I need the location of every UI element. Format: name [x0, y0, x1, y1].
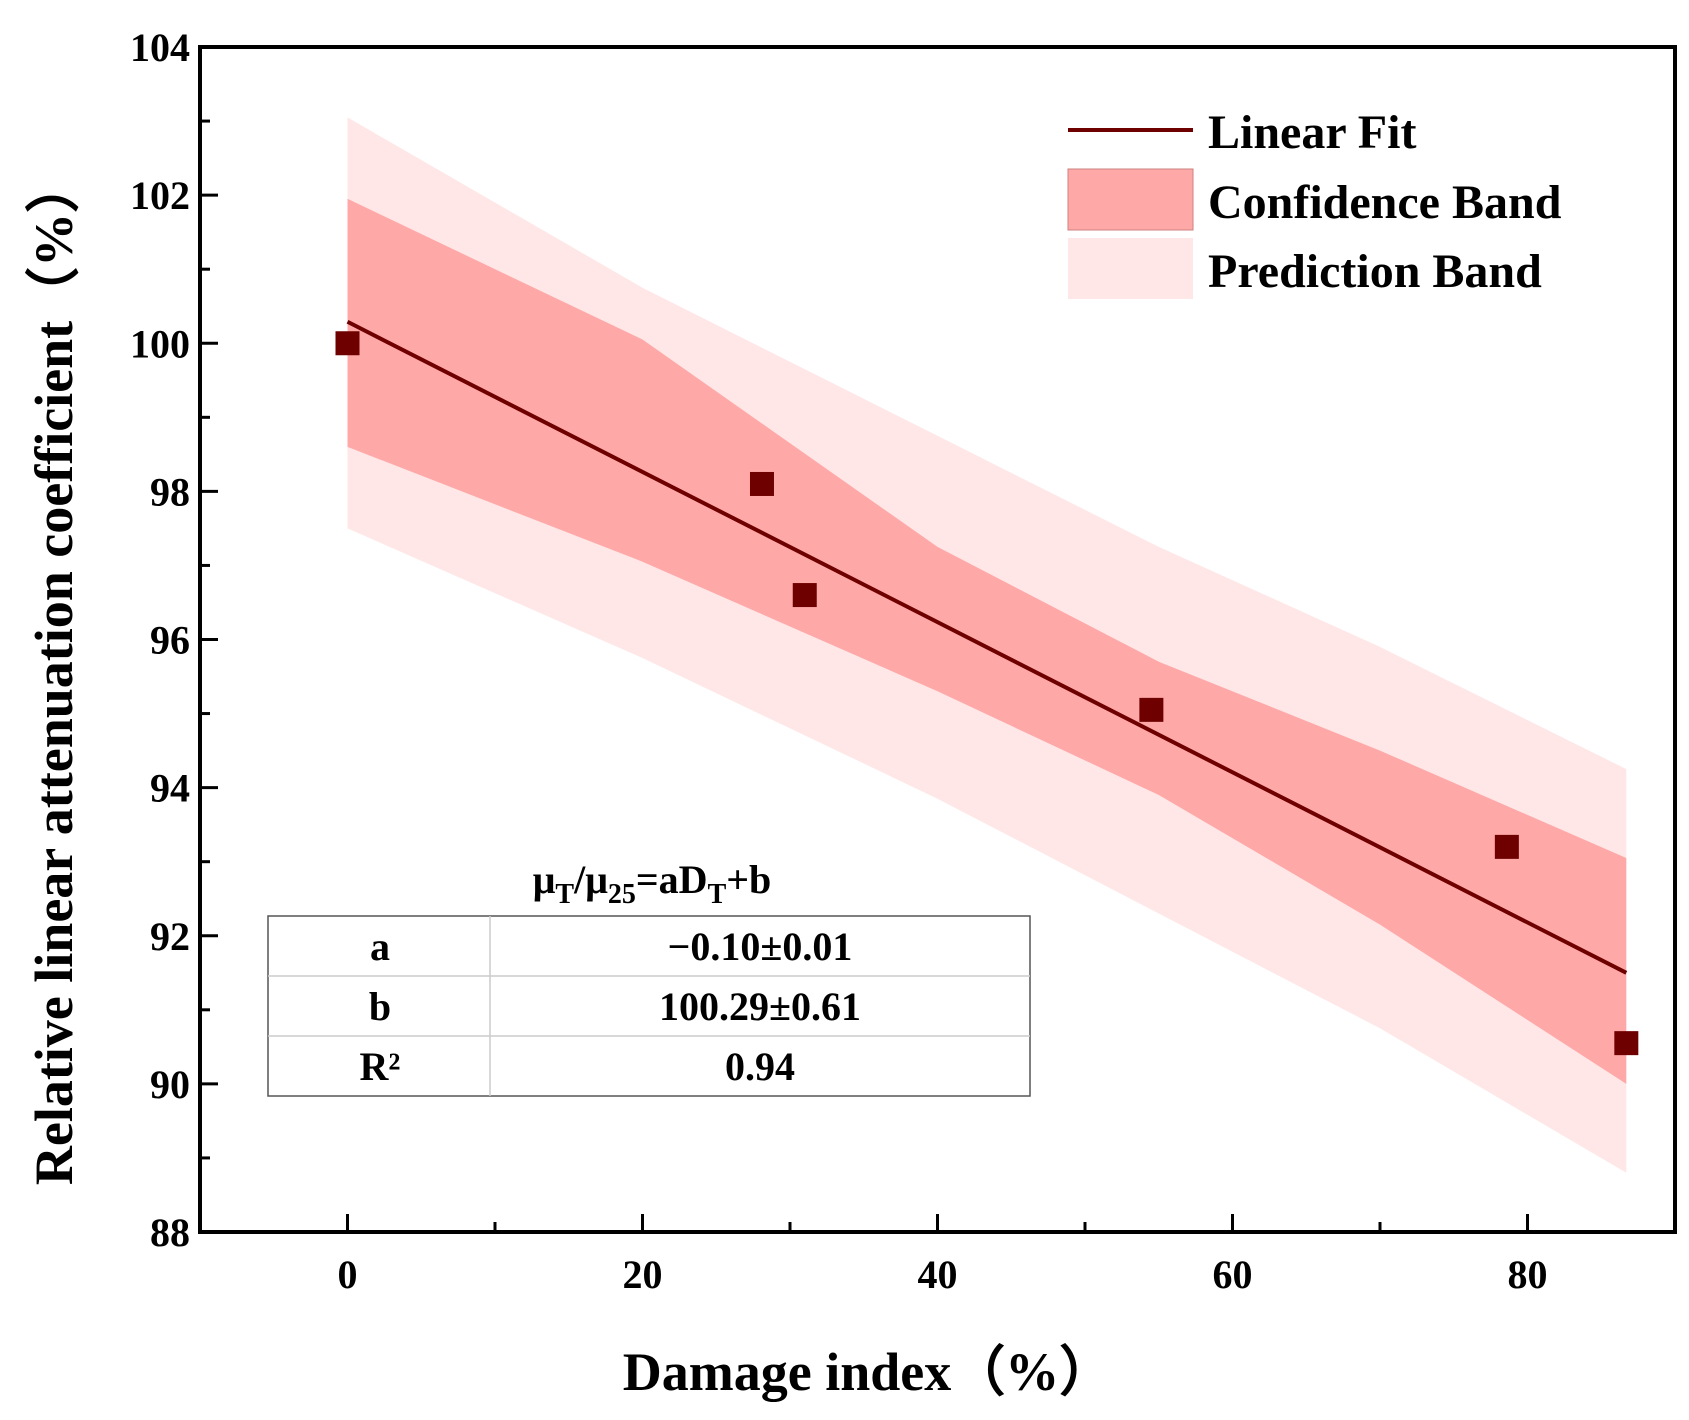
- table-border: [267, 915, 1031, 1097]
- x-tick-label-80: 80: [1508, 1252, 1548, 1297]
- legend: Linear Fit Confidence Band Prediction Ba…: [1067, 106, 1562, 299]
- points-layer: [335, 331, 1639, 1056]
- data-point-5: [1494, 834, 1519, 859]
- table-value-a: −0.10±0.01: [668, 924, 853, 969]
- data-point-3: [792, 583, 817, 608]
- data-point-2: [749, 471, 774, 496]
- axis-ticks: [198, 45, 1677, 1234]
- y-axis-title: Relative linear attenuation coefficient（…: [24, 159, 84, 1185]
- fit-parameter-table: a −0.10±0.01 b 100.29±0.61 R² 0.94: [267, 915, 1031, 1097]
- x-tick-label-60: 60: [1213, 1252, 1253, 1297]
- table-param-b: b: [369, 984, 391, 1029]
- x-tick-label-20: 20: [623, 1252, 663, 1297]
- data-point-1: [335, 331, 360, 356]
- table-param-r2: R²: [360, 1044, 401, 1089]
- data-point-4: [1139, 697, 1164, 722]
- y-tick-label-102: 102: [130, 173, 190, 218]
- data-point-6: [1614, 1031, 1639, 1056]
- axis-tick-labels: 88 90 92 94 96 98 100 102 104 0 20 40 60 80: [130, 25, 1548, 1297]
- legend-label-confidence-band: Confidence Band: [1208, 176, 1562, 229]
- table-value-r2: 0.94: [725, 1044, 795, 1089]
- y-tick-label-92: 92: [150, 914, 190, 959]
- y-tick-label-90: 90: [150, 1062, 190, 1107]
- table-param-a: a: [370, 924, 390, 969]
- legend-swatch-confidence-band: [1067, 168, 1194, 231]
- x-tick-label-40: 40: [918, 1252, 958, 1297]
- legend-label-linear-fit: Linear Fit: [1208, 106, 1416, 159]
- fit-layer: [346, 319, 1628, 975]
- legend-label-prediction-band: Prediction Band: [1208, 245, 1542, 298]
- y-tick-label-98: 98: [150, 469, 190, 514]
- linear-fit-line: [346, 319, 1628, 975]
- x-axis-title: Damage index（%）: [623, 1342, 1113, 1402]
- y-tick-label-88: 88: [150, 1210, 190, 1255]
- y-tick-label-100: 100: [130, 321, 190, 366]
- y-tick-label-94: 94: [150, 766, 190, 811]
- y-tick-label-104: 104: [130, 25, 190, 70]
- y-tick-label-96: 96: [150, 618, 190, 663]
- fit-equation: μT/μ25=aDT+b: [533, 857, 772, 910]
- confidence-band: [347, 198, 1627, 1084]
- x-tick-label-0: 0: [338, 1252, 358, 1297]
- legend-swatch-prediction-band: [1068, 238, 1193, 299]
- table-value-b: 100.29±0.61: [659, 984, 861, 1029]
